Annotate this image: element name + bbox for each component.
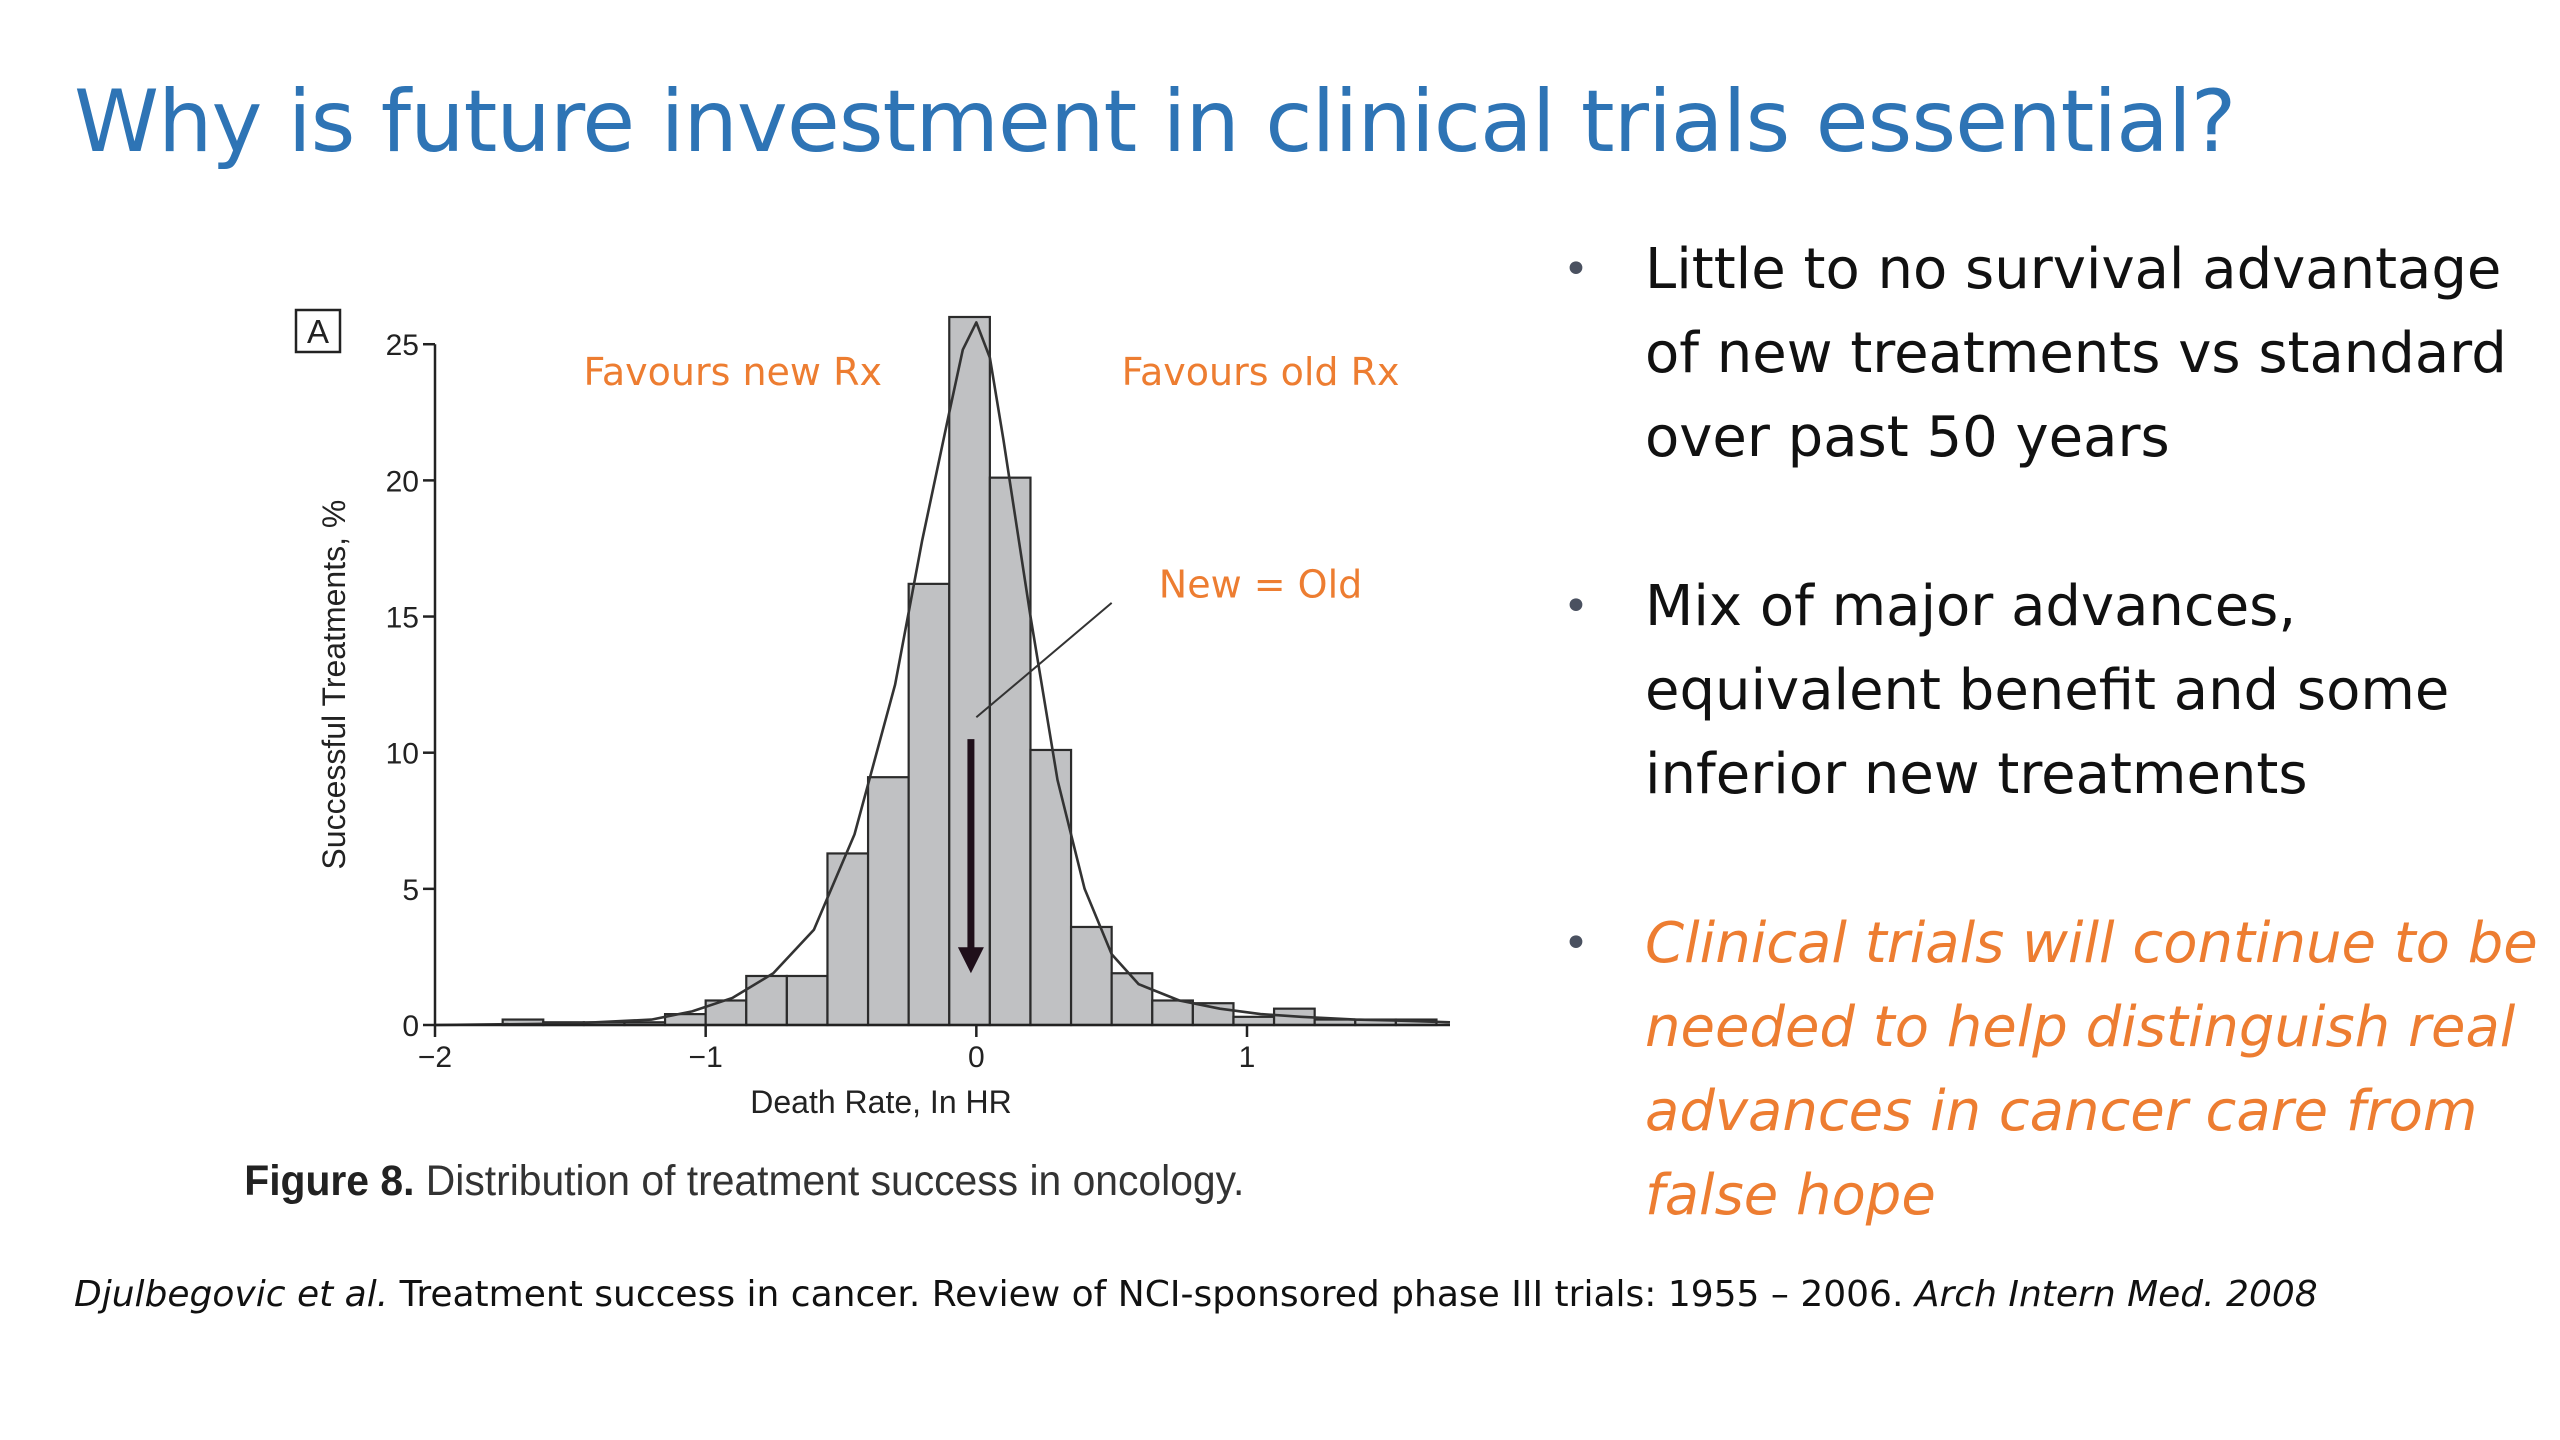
- bullet-dot-icon: •: [1563, 244, 1589, 295]
- x-tick-label: 1: [1239, 1041, 1256, 1074]
- x-axis-title: Death Rate, In HR: [750, 1084, 1011, 1120]
- histogram-bar: [785, 974, 829, 1027]
- citation-title: Treatment success in cancer. Review of N…: [388, 1274, 1915, 1315]
- x-tick-label: −2: [418, 1041, 452, 1074]
- figure-caption-text: Distribution of treatment success in onc…: [414, 1156, 1244, 1204]
- y-tick-label: 15: [386, 602, 419, 635]
- citation-authors: Djulbegovic et al.: [74, 1274, 389, 1315]
- bullet-item: • Little to no survival advantage of new…: [1545, 228, 2545, 480]
- bullet-text: Little to no survival advantage of new t…: [1645, 237, 2507, 470]
- citation: Djulbegovic et al. Treatment success in …: [74, 1274, 2318, 1315]
- y-tick-label: 5: [402, 874, 419, 907]
- histogram-bar: [988, 476, 1032, 1027]
- figure-caption-label: Figure 8.: [244, 1156, 414, 1204]
- y-axis-title: Successful Treatments, %: [316, 500, 352, 870]
- histogram-bar: [1110, 972, 1154, 1027]
- x-tick-label: 0: [968, 1041, 985, 1074]
- bullet-list: • Little to no survival advantage of new…: [1545, 228, 2545, 1323]
- histogram-bar: [826, 852, 870, 1027]
- chart-plot-area: 0 5 10 15 20 25 −2 −1 0 1 Death Rate, In HR Success…: [316, 315, 1451, 1120]
- bullet-text: Mix of major advances, equivalent benefi…: [1645, 574, 2450, 807]
- bullet-dot-icon: •: [1563, 581, 1589, 632]
- bullet-item: • Mix of major advances, equivalent bene…: [1545, 565, 2545, 817]
- y-tick-label: 10: [386, 738, 419, 771]
- histogram-bar: [907, 582, 951, 1027]
- slide-title: Why is future investment in clinical tri…: [74, 72, 2236, 172]
- bullet-dot-icon: •: [1563, 918, 1589, 969]
- bullet-item-emphasis: • Clinical trials will continue to be ne…: [1545, 902, 2545, 1238]
- figure-caption: Figure 8. Distribution of treatment succ…: [244, 1156, 1244, 1204]
- histogram-bar: [745, 974, 788, 1027]
- bullet-text: Clinical trials will continue to be need…: [1645, 911, 2538, 1228]
- citation-journal: Arch Intern Med. 2008: [1914, 1274, 2318, 1315]
- histogram-bar: [1151, 999, 1194, 1027]
- density-curve: [434, 321, 1451, 1027]
- chart-annotation: New = Old: [1159, 562, 1362, 606]
- leader-line: [975, 602, 1113, 719]
- histogram-figure: 0 5 10 15 20 25 −2 −1 0 1 Death Rate, In HR Success…: [244, 308, 1451, 1204]
- histogram-bar: [1029, 748, 1073, 1027]
- panel-label: A: [294, 308, 342, 354]
- down-arrow-icon: [957, 947, 984, 974]
- y-tick-label: 0: [402, 1010, 419, 1043]
- panel-label-text: A: [307, 313, 329, 350]
- y-tick-label: 25: [386, 329, 419, 362]
- histogram-bar: [866, 776, 910, 1027]
- x-tick-label: −1: [689, 1041, 723, 1074]
- y-tick-label: 20: [386, 465, 419, 498]
- chart-annotation: Favours old Rx: [1122, 350, 1400, 394]
- chart-annotation: Favours new Rx: [583, 350, 882, 394]
